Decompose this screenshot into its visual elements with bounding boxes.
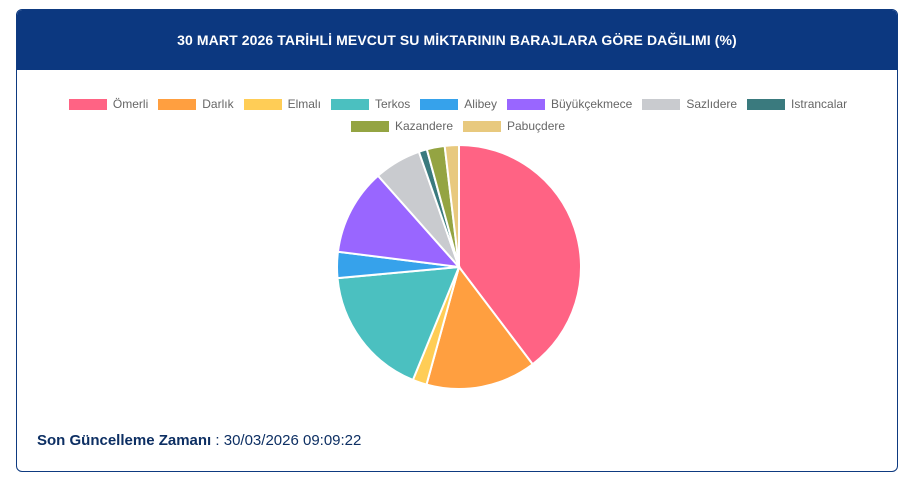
legend-label: Darlık bbox=[202, 97, 234, 111]
legend-swatch bbox=[420, 98, 459, 110]
pie-slice[interactable] bbox=[336, 265, 461, 382]
legend-label: Sazlıdere bbox=[686, 97, 738, 111]
legend-swatch bbox=[350, 120, 389, 132]
legend-label: Büyükçekmece bbox=[550, 97, 633, 111]
legend-swatch bbox=[243, 98, 282, 110]
legend-item[interactable]: Terkos bbox=[330, 96, 411, 112]
legend-label: Terkos bbox=[374, 97, 411, 111]
chart-title: 30 MART 2026 TARİHLİ MEVCUT SU MİKTARINI… bbox=[177, 32, 737, 48]
legend-item[interactable]: Sazlıdere bbox=[642, 96, 737, 112]
pie-slice[interactable] bbox=[336, 174, 462, 269]
legend-item[interactable]: Darlık bbox=[158, 96, 234, 112]
legend-item[interactable]: Kazandere bbox=[350, 118, 453, 134]
legend-item[interactable]: Pabuçdere bbox=[463, 118, 565, 134]
legend-label: Istrancalar bbox=[791, 97, 848, 111]
legend-label: Ömerli bbox=[112, 97, 149, 111]
legend-item[interactable]: Büyükçekmece bbox=[506, 96, 633, 112]
legend-swatch bbox=[506, 98, 545, 110]
last-update-separator: : bbox=[215, 432, 220, 449]
legend-label: Alibey bbox=[464, 97, 497, 111]
legend-label: Kazandere bbox=[394, 119, 453, 133]
pie-slice[interactable] bbox=[458, 143, 582, 366]
legend-label: Pabuçdere bbox=[507, 119, 566, 133]
last-update-timestamp: 30/03/2026 09:09:22 bbox=[223, 432, 362, 449]
legend-swatch bbox=[68, 98, 107, 110]
legend-item[interactable]: Istrancalar bbox=[747, 96, 847, 112]
pie-slice[interactable] bbox=[425, 264, 535, 390]
pie-slice[interactable] bbox=[443, 143, 460, 268]
legend-item[interactable]: Elmalı bbox=[243, 96, 321, 112]
dam-distribution-card: 30 MART 2026 TARİHLİ MEVCUT SU MİKTARINI… bbox=[16, 9, 898, 472]
legend-item[interactable]: Ömerli bbox=[68, 96, 149, 112]
card-header: 30 MART 2026 TARİHLİ MEVCUT SU MİKTARINI… bbox=[17, 10, 897, 70]
legend-swatch bbox=[642, 98, 681, 110]
legend-item[interactable]: Alibey bbox=[420, 96, 497, 112]
legend-swatch bbox=[330, 98, 369, 110]
legend-swatch bbox=[158, 98, 197, 110]
legend-swatch bbox=[747, 98, 786, 110]
last-update-label: Son Güncelleme Zamanı bbox=[37, 432, 212, 449]
pie-chart bbox=[336, 143, 582, 390]
last-update: Son Güncelleme Zamanı : 30/03/2026 09:09… bbox=[37, 432, 361, 449]
legend-swatch bbox=[463, 120, 501, 132]
chart-legend: Ömerli Darlık Elmalı Terkos Alibey Büyükçekme… bbox=[41, 96, 875, 134]
legend-label: Elmalı bbox=[287, 97, 321, 111]
